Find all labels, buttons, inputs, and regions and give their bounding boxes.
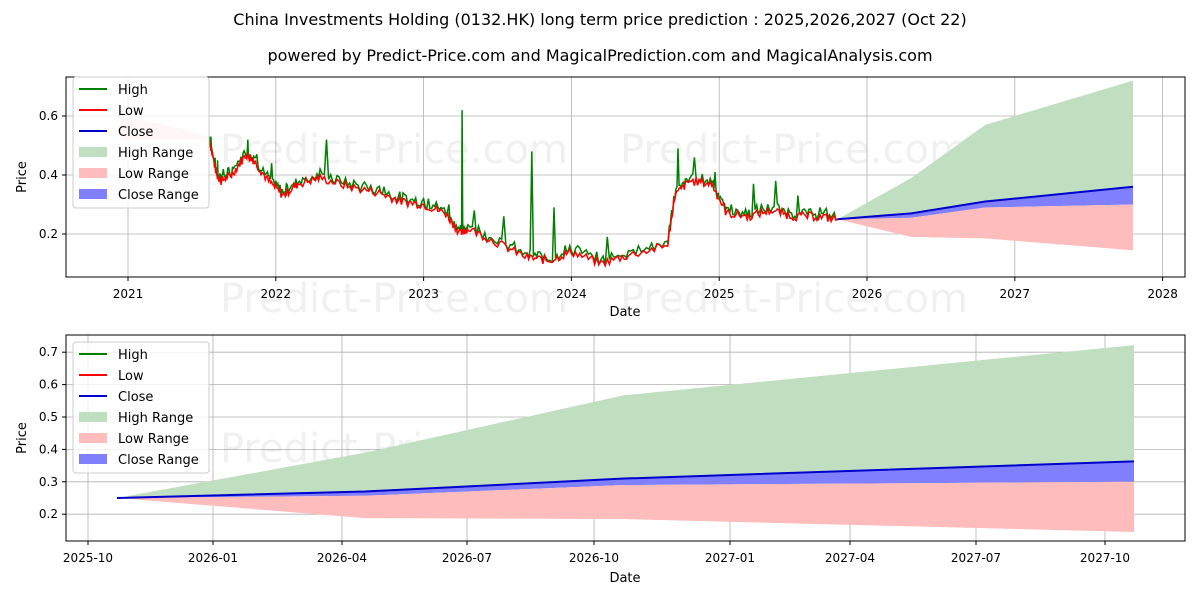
y-tick-label: 0.2 <box>39 227 58 241</box>
top-axes-frame <box>65 76 1186 278</box>
x-tick-label: 2026-01 <box>188 551 238 565</box>
x-tick-label: 2026-10 <box>569 551 619 565</box>
top-y-axis: 0.2 0.4 0.6 <box>39 109 66 241</box>
x-tick-label: 2027-01 <box>705 551 755 565</box>
low-range-band <box>117 481 1134 533</box>
x-tick-label: 2026-04 <box>317 551 367 565</box>
svg-text:Close Range: Close Range <box>118 453 199 468</box>
legend-item: Low Range <box>79 432 189 447</box>
low-range-band <box>837 204 1134 251</box>
chart-subtitle: powered by Predict-Price.com and Magical… <box>267 46 933 65</box>
x-tick-label: 2025-10 <box>63 551 113 565</box>
svg-text:High Range: High Range <box>118 411 193 426</box>
x-tick-label: 2025 <box>704 287 735 301</box>
high-range-band <box>117 345 1134 498</box>
bottom-watermark: Predict-Price.com Predict-Price.com <box>220 426 968 472</box>
close-line <box>837 185 1134 221</box>
svg-text:Low: Low <box>118 369 144 384</box>
x-tick-label: 2027-04 <box>825 551 875 565</box>
y-tick-label: 0.2 <box>39 507 58 521</box>
close-line <box>116 460 1135 499</box>
svg-text:High: High <box>118 348 148 363</box>
low-line <box>208 139 838 268</box>
legend-item: Close Range <box>79 188 199 203</box>
x-tick-label: 2026 <box>852 287 883 301</box>
x-tick-label: 2026-07 <box>442 551 492 565</box>
x-tick-label: 2027 <box>1000 287 1031 301</box>
y-tick-label: 0.4 <box>39 168 58 182</box>
top-legend: High Low Close High Range Low Range Close Ran… <box>72 76 210 209</box>
close-range-band <box>117 461 1134 498</box>
y-tick-label: 0.3 <box>39 475 58 489</box>
x-tick-label: 2022 <box>261 287 292 301</box>
high-range-band <box>837 80 1134 220</box>
svg-text:Predict-Price.com: Predict-Price.com <box>620 426 968 472</box>
top-ylabel: Price <box>15 161 30 193</box>
x-tick-label: 2027-07 <box>951 551 1001 565</box>
y-tick-label: 0.7 <box>39 345 58 359</box>
svg-text:Predict-Price.com: Predict-Price.com <box>620 127 968 173</box>
svg-text:High Range: High Range <box>118 146 193 161</box>
bottom-xlabel: Date <box>609 571 640 586</box>
x-tick-label: 2028 <box>1147 287 1178 301</box>
bottom-grid <box>66 335 1185 541</box>
svg-text:Close: Close <box>118 125 153 140</box>
legend-item: Low <box>79 104 144 119</box>
legend-item: High Range <box>79 411 193 426</box>
bottom-x-axis: 2025-10 2026-01 2026-04 2026-07 2026-10 2027-… <box>63 541 1130 565</box>
svg-text:Low Range: Low Range <box>118 432 189 447</box>
bottom-legend: High Low Close High Range Low Range Close Ran… <box>72 341 210 474</box>
svg-text:Predict-Price.com: Predict-Price.com <box>220 426 568 472</box>
bottom-axes-frame <box>65 334 1186 542</box>
legend-item: Close Range <box>79 453 199 468</box>
x-tick-label: 2024 <box>556 287 587 301</box>
svg-text:Close Range: Close Range <box>118 188 199 203</box>
bottom-close-line <box>116 460 1135 499</box>
x-tick-label: 2023 <box>408 287 439 301</box>
top-x-axis: 2021 2022 2023 2024 2025 2026 2027 2028 <box>113 277 1178 301</box>
svg-text:Predict-Price.com: Predict-Price.com <box>620 276 968 320</box>
svg-text:Predict-Price.com: Predict-Price.com <box>220 127 568 173</box>
high-line <box>208 110 838 268</box>
svg-text:Low: Low <box>118 104 144 119</box>
y-tick-label: 0.6 <box>39 378 58 392</box>
y-tick-label: 0.5 <box>39 410 58 424</box>
svg-text:Close: Close <box>118 390 153 405</box>
y-tick-label: 0.4 <box>39 442 58 456</box>
svg-text:Predict-Price.com: Predict-Price.com <box>220 276 568 320</box>
x-tick-label: 2021 <box>113 287 144 301</box>
legend-item: Low <box>79 369 144 384</box>
legend-item: High <box>79 348 148 363</box>
svg-text:Low Range: Low Range <box>118 167 189 182</box>
top-xlabel: Date <box>609 305 640 320</box>
svg-text:High: High <box>118 83 148 98</box>
legend-item: High <box>79 83 148 98</box>
chart-title: China Investments Holding (0132.HK) long… <box>233 10 967 29</box>
bottom-y-axis: 0.2 0.3 0.4 0.5 0.6 0.7 <box>39 345 66 521</box>
bottom-ylabel: Price <box>15 422 30 454</box>
legend-item: Close <box>79 390 153 405</box>
y-tick-label: 0.6 <box>39 109 58 123</box>
legend-item: Low Range <box>79 167 189 182</box>
x-tick-label: 2027-10 <box>1080 551 1130 565</box>
legend-item: Close <box>79 125 153 140</box>
bottom-prediction-bands <box>117 345 1134 533</box>
top-price-lines <box>208 110 1134 268</box>
top-chart: Predict-Price.com Predict-Price.com Predic… <box>15 76 1186 320</box>
legend-item: High Range <box>79 146 193 161</box>
